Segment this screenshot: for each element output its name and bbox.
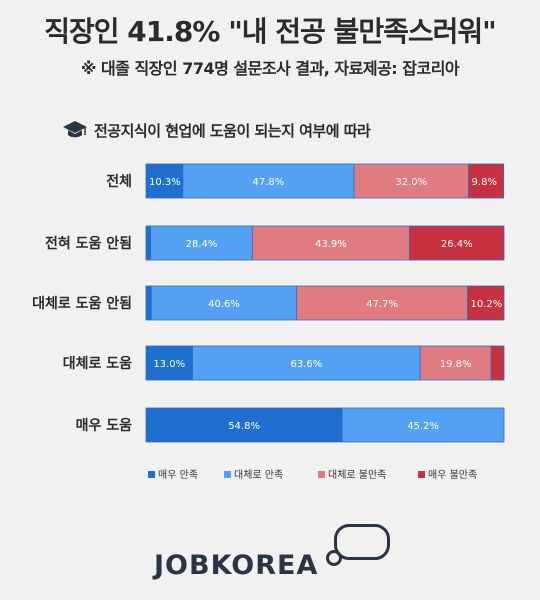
logo-text: JOBKOREA [154, 550, 319, 581]
bar-segment [468, 163, 505, 199]
jobkorea-logo: JOBKOREA [150, 510, 390, 581]
bar-segment [419, 345, 492, 381]
data-label: 19.8% [440, 359, 472, 370]
data-label: 10.3% [149, 177, 181, 188]
bar-segment [150, 285, 298, 321]
data-label: 47.8% [253, 177, 285, 188]
section-label: 전공지식이 현업에 도움이 되는지 여부에 따라 [94, 121, 371, 140]
legend-swatch [418, 471, 425, 478]
category-label: 전혀 도움 안됨 [45, 235, 132, 252]
bar-segment [145, 225, 152, 261]
legend-label: 대체로 불만족 [328, 469, 386, 481]
category-label: 전체 [106, 173, 132, 190]
legend-label: 매우 만족 [158, 469, 198, 481]
data-label: 28.4% [186, 239, 218, 250]
logo-dot-shape [326, 550, 342, 566]
category-label: 매우 도움 [76, 418, 133, 434]
category-label: 대체로 도움 [63, 356, 132, 372]
bar-segment [145, 407, 343, 443]
bar-segment [145, 345, 193, 381]
data-label: 32.0% [395, 177, 427, 188]
legend-swatch [318, 471, 325, 478]
section-heading: 전공지식이 현업에 도움이 되는지 여부에 따라 [62, 118, 371, 142]
category-label: 대체로 도움 안됨 [32, 295, 132, 312]
data-label: 9.8% [472, 177, 497, 188]
data-label: 10.2% [470, 299, 502, 310]
legend-swatch [224, 471, 231, 478]
legend-swatch [148, 471, 155, 478]
bar-segment [341, 407, 505, 443]
data-label: 26.4% [441, 239, 473, 250]
data-label: 47.7% [366, 299, 398, 310]
bar-segment [192, 345, 421, 381]
legend-label: 대체로 만족 [234, 469, 283, 481]
bar-segment [490, 345, 505, 381]
bar-segment [145, 285, 152, 321]
bar-segment [467, 285, 505, 321]
stacked-bar-chart: 전체 10.3% 47.8% 32.0% 9.8% 전혀 도움 안됨 28.4% 43.9% 2… [32, 163, 505, 481]
data-label: 63.6% [290, 359, 322, 370]
data-label: 45.2% [407, 421, 439, 432]
data-label: 54.8% [228, 421, 260, 432]
legend-label: 매우 불만족 [428, 469, 477, 481]
bar-segment [409, 225, 505, 261]
data-label: 43.9% [315, 239, 347, 250]
data-label: 13.0% [153, 359, 185, 370]
bar-segment [145, 163, 184, 199]
page-title: 직장인 41.8% "내 전공 불만족스러워" [44, 15, 496, 48]
data-label: 40.6% [208, 299, 240, 310]
graduation-cap-icon [63, 121, 87, 138]
bar-segment [296, 285, 468, 321]
logo-bubble-shape [334, 524, 390, 560]
page-subtitle: ※ 대졸 직장인 774명 설문조사 결과, 자료제공: 잡코리아 [80, 59, 460, 78]
